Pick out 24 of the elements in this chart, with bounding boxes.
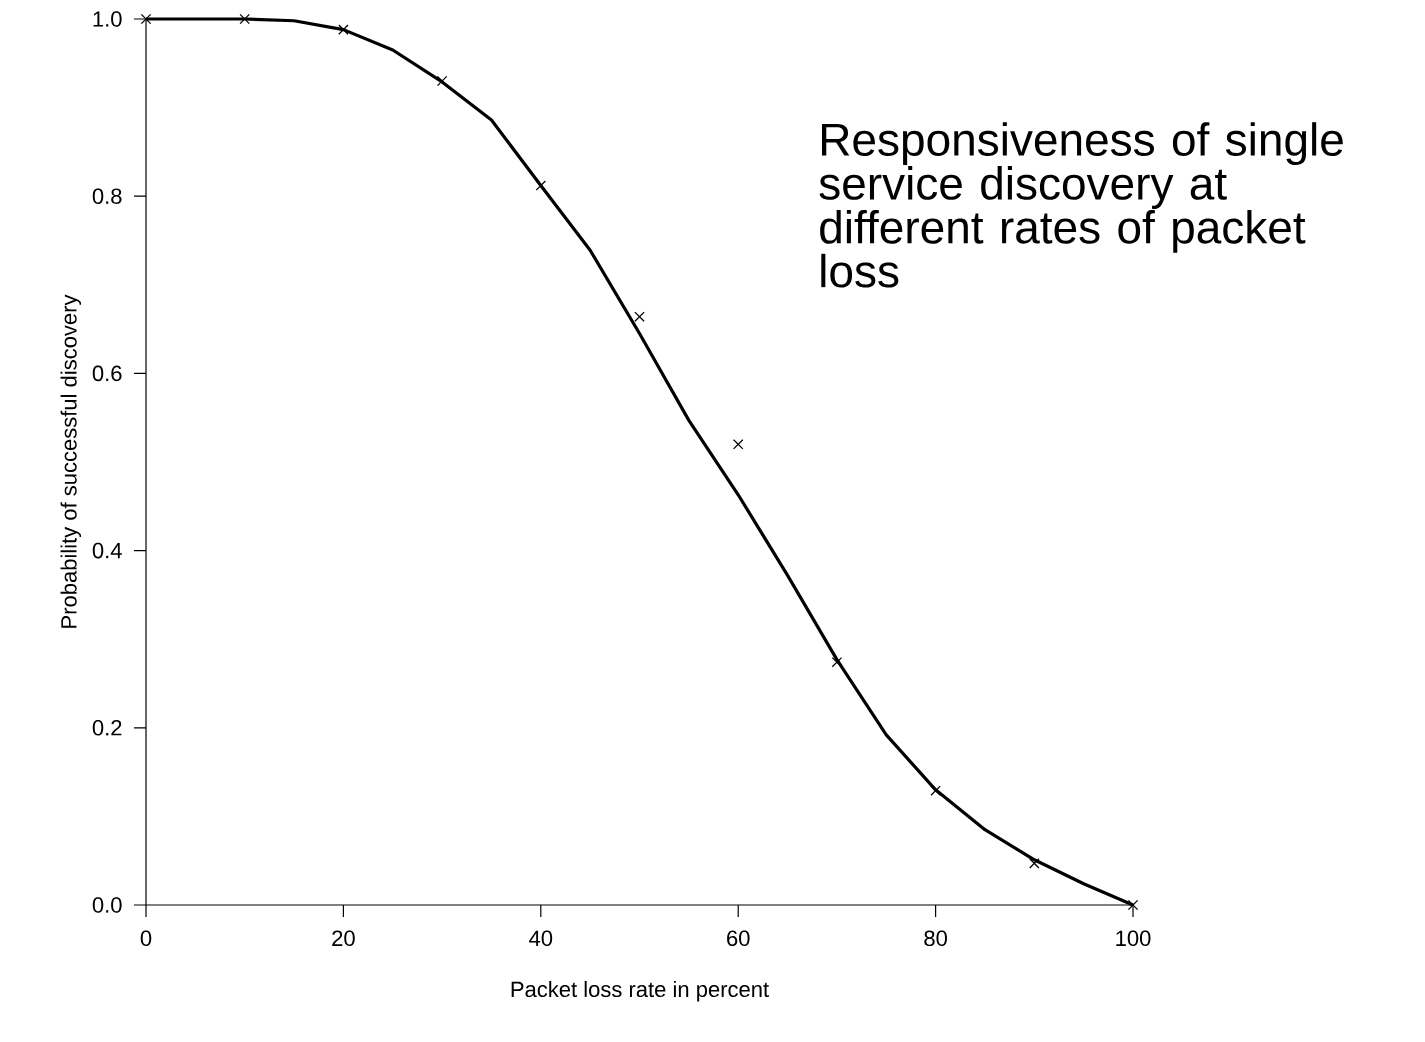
- x-tick-label: 60: [727, 930, 750, 947]
- point: [930, 785, 941, 796]
- point: [1127, 899, 1139, 911]
- x-tick-label: 80: [924, 930, 947, 947]
- point: [239, 13, 250, 25]
- y-tick-label: 0.8: [92, 188, 122, 204]
- point: [634, 311, 645, 322]
- y-tick-label: 0.2: [92, 720, 122, 736]
- y-tick-label: 0.4: [92, 542, 122, 559]
- x-tick-label: 0: [140, 930, 152, 947]
- y-tick-label: 0.6: [92, 365, 122, 382]
- point: [1029, 858, 1040, 869]
- point: [338, 24, 349, 35]
- y-tick-label: 1.0: [93, 11, 122, 27]
- text: Responsiveness of single service discovery at different rates of packet loss: [819, 122, 1343, 288]
- y-tick-label: 0.0: [92, 897, 122, 913]
- x-tick-label: 20: [332, 930, 355, 947]
- x-axis-title: Packet loss rate in percent: [511, 980, 769, 1002]
- y-axis-title: Probability of successful discovery: [60, 294, 82, 628]
- point: [732, 439, 744, 450]
- point: [831, 656, 843, 668]
- point: [140, 13, 152, 25]
- x-tick-label: 40: [529, 930, 553, 947]
- x-tick-label: 100: [1116, 930, 1151, 947]
